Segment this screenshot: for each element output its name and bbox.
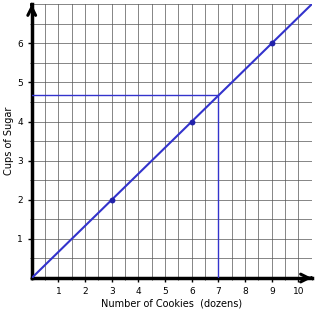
Point xyxy=(269,41,274,46)
Y-axis label: Cups of Sugar: Cups of Sugar xyxy=(4,107,14,175)
Point xyxy=(189,119,194,124)
Point xyxy=(109,197,114,202)
X-axis label: Number of Cookies  (dozens): Number of Cookies (dozens) xyxy=(101,299,242,309)
